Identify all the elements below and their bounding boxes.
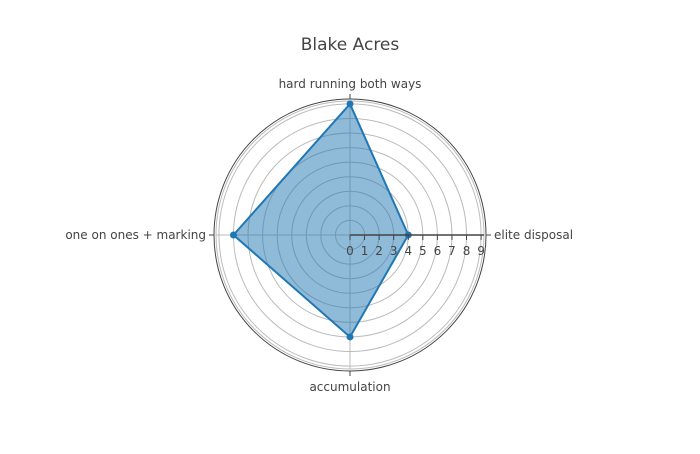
category-label: one on ones + marking bbox=[65, 228, 206, 242]
radial-tick-label: 4 bbox=[404, 244, 412, 258]
radial-tick-label: 3 bbox=[390, 244, 398, 258]
radial-tick-label: 6 bbox=[434, 244, 442, 258]
data-point[interactable] bbox=[346, 100, 354, 108]
data-point[interactable] bbox=[346, 333, 354, 341]
radial-tick-label: 5 bbox=[419, 244, 427, 258]
radial-tick-label: 0 bbox=[346, 244, 354, 258]
chart-title: Blake Acres bbox=[301, 35, 400, 55]
radial-tick-label: 8 bbox=[463, 244, 471, 258]
series-area bbox=[232, 102, 410, 339]
radial-tick-label: 7 bbox=[448, 244, 456, 258]
category-label: hard running both ways bbox=[279, 77, 422, 91]
radial-tick-label: 1 bbox=[361, 244, 369, 258]
data-point[interactable] bbox=[229, 231, 237, 239]
radial-tick-label: 2 bbox=[375, 244, 383, 258]
category-label: accumulation bbox=[309, 380, 390, 394]
category-label: elite disposal bbox=[494, 228, 573, 242]
radial-tick-label: 9 bbox=[477, 244, 485, 258]
